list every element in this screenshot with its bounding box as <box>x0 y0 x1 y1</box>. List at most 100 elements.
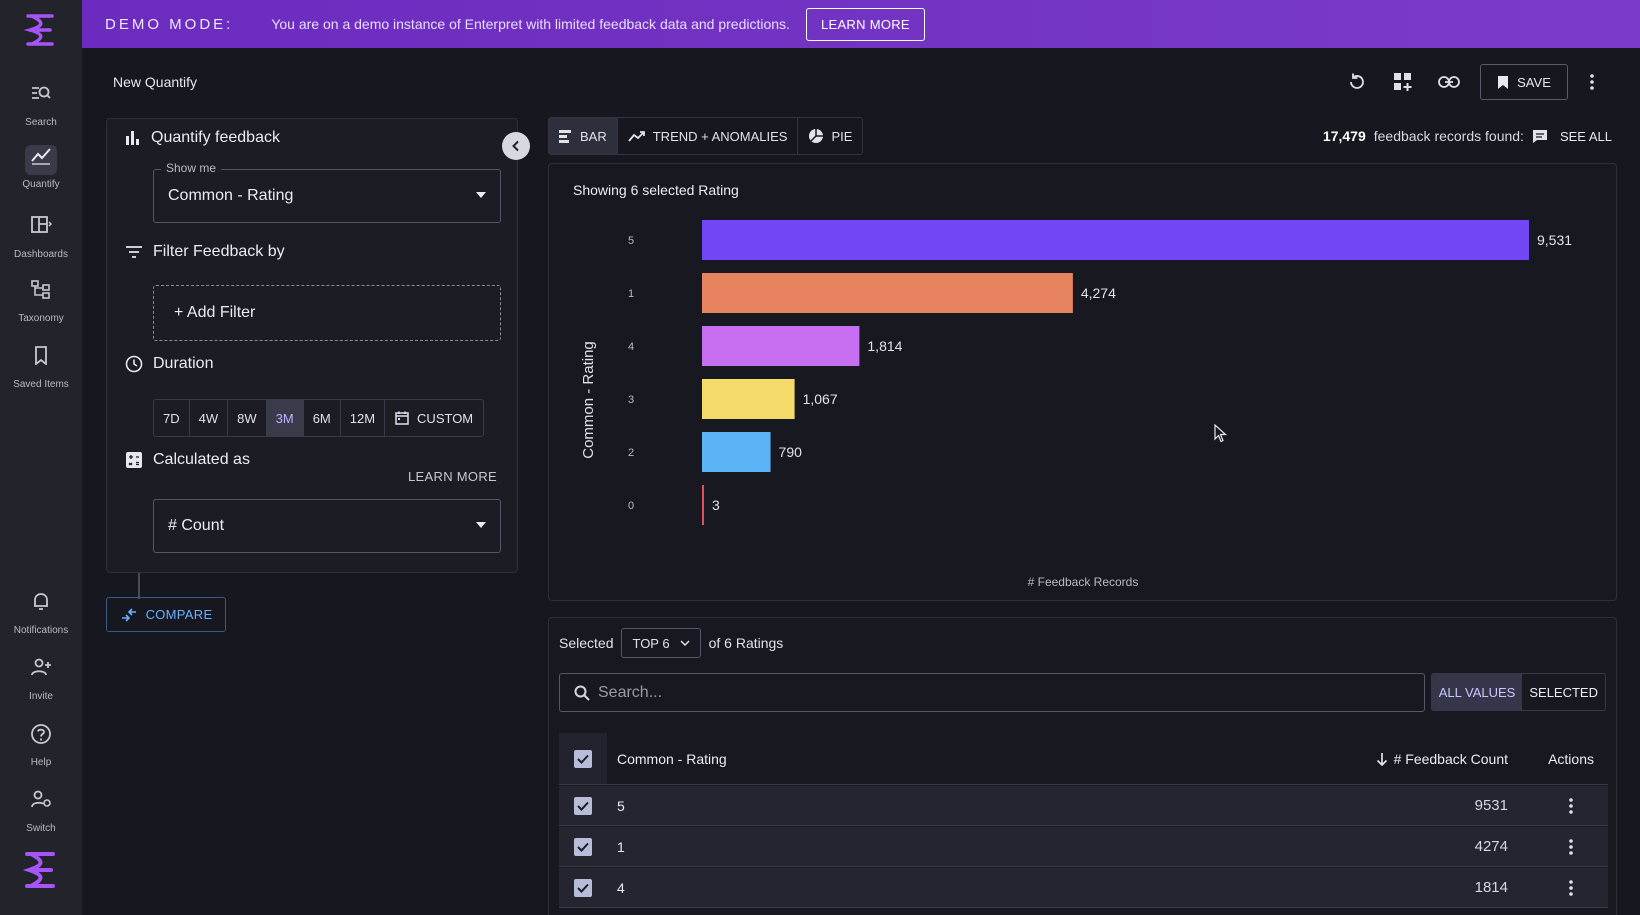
bar-chart-icon <box>126 131 139 145</box>
tab-trend-anomalies[interactable]: TREND + ANOMALIES <box>618 118 799 154</box>
table-row[interactable]: 5 9531 <box>559 786 1608 826</box>
search-placeholder: Search... <box>598 683 663 701</box>
help-icon <box>25 723 57 753</box>
check-icon <box>577 842 589 852</box>
row-rating: 5 <box>617 797 625 814</box>
table-row[interactable]: 4 1814 <box>559 868 1608 908</box>
column-actions: Actions <box>1548 750 1594 767</box>
duration-4w[interactable]: 4W <box>190 400 229 436</box>
chart-view-tabs: BAR TREND + ANOMALIES PIE <box>548 117 864 155</box>
enterpret-logo[interactable] <box>22 12 60 51</box>
bar-value-label: 790 <box>779 444 803 460</box>
enterpret-footer-logo <box>20 850 62 893</box>
bar-value-label: 9,531 <box>1537 232 1572 248</box>
all-values-toggle[interactable]: ALL VALUES <box>1431 674 1523 710</box>
bar-rating-0[interactable] <box>702 485 704 525</box>
collapse-panel-button[interactable] <box>502 132 530 160</box>
selected-toggle[interactable]: SELECTED <box>1529 684 1598 700</box>
quantify-heading: Quantify feedback <box>125 129 280 147</box>
bar-rating-1[interactable] <box>702 273 1073 313</box>
reset-icon[interactable] <box>1334 64 1380 100</box>
bar-value-label: 1,067 <box>803 391 838 407</box>
taxonomy-icon <box>25 279 57 309</box>
bookmark-icon <box>25 345 57 375</box>
row-checkbox[interactable] <box>574 837 592 856</box>
pie-icon <box>809 129 824 143</box>
bell-icon <box>25 591 57 621</box>
column-rating[interactable]: Common - Rating <box>617 750 727 767</box>
row-checkbox[interactable] <box>574 878 592 897</box>
caret-down-icon <box>476 522 486 528</box>
sidebar-item-label: Switch <box>26 823 56 834</box>
ratings-table-panel: Selected TOP 6 of 6 Ratings Search... AL… <box>548 617 1617 915</box>
calc-learn-more-link[interactable]: LEARN MORE <box>408 469 497 484</box>
sidebar-item-dashboards[interactable]: Dashboards <box>0 210 82 260</box>
row-checkbox[interactable] <box>574 796 592 815</box>
duration-6m[interactable]: 6M <box>304 400 341 436</box>
row-count: 9531 <box>1474 797 1508 814</box>
trend-icon <box>628 131 645 142</box>
quantify-config-panel: Quantify feedback Common - Rating Show m… <box>106 118 518 573</box>
sidebar-item-switch[interactable]: Switch <box>0 784 82 834</box>
filter-heading: Filter Feedback by <box>125 243 285 261</box>
duration-12m[interactable]: 12M <box>341 400 386 436</box>
compare-button[interactable]: COMPARE <box>106 597 226 632</box>
row-count: 1814 <box>1474 879 1508 896</box>
check-icon <box>577 801 589 811</box>
selected-label: Selected <box>559 635 614 651</box>
sidebar-item-label: Saved Items <box>13 379 69 390</box>
show-me-select[interactable]: Common - Rating <box>153 169 501 223</box>
tab-bar[interactable]: BAR <box>549 118 618 154</box>
sidebar-item-saved-items[interactable]: Saved Items <box>0 340 82 390</box>
bar-icon <box>559 129 571 143</box>
toolbar: SAVE <box>1334 64 1604 100</box>
table-row[interactable]: 1 4274 <box>559 827 1608 867</box>
bookmark-icon <box>1498 75 1509 89</box>
row-count: 4274 <box>1474 838 1508 855</box>
dashboard-icon <box>25 215 57 245</box>
sidebar-item-search[interactable]: Search <box>0 78 82 128</box>
link-icon[interactable] <box>1426 64 1472 100</box>
add-filter-button[interactable]: + Add Filter <box>153 285 501 341</box>
save-button[interactable]: SAVE <box>1480 64 1568 100</box>
compare-connector <box>138 573 140 599</box>
learn-more-button[interactable]: LEARN MORE <box>805 7 925 41</box>
sidebar-item-help[interactable]: Help <box>0 718 82 768</box>
tab-pie[interactable]: PIE <box>798 118 862 154</box>
bar-rating-5[interactable] <box>702 220 1529 260</box>
add-to-dashboard-icon[interactable] <box>1380 64 1426 100</box>
more-options-icon[interactable] <box>1580 64 1604 100</box>
page-title: New Quantify <box>113 74 198 90</box>
row-actions-icon[interactable] <box>1528 797 1608 815</box>
duration-7d[interactable]: 7D <box>154 400 190 436</box>
search-input[interactable]: Search... <box>559 673 1425 712</box>
calculator-icon <box>126 452 142 468</box>
calculated-as-select[interactable]: # Count <box>153 499 501 553</box>
row-rating: 1 <box>617 838 625 855</box>
duration-3m[interactable]: 3M <box>266 400 304 436</box>
row-actions-icon[interactable] <box>1528 879 1608 897</box>
row-actions-icon[interactable] <box>1528 838 1608 856</box>
sidebar-item-taxonomy[interactable]: Taxonomy <box>0 274 82 324</box>
select-all-checkbox[interactable] <box>574 749 592 768</box>
y-tick-label: 3 <box>628 394 634 406</box>
duration-heading: Duration <box>125 355 213 373</box>
chevron-left-icon <box>512 140 519 152</box>
sidebar-item-notifications[interactable]: Notifications <box>0 586 82 636</box>
sidebar-item-quantify[interactable]: Quantify <box>0 140 82 190</box>
filter-icon <box>126 246 142 258</box>
bar-rating-3[interactable] <box>702 379 795 419</box>
table-header: Common - Rating # Feedback Count Actions <box>559 733 1608 785</box>
duration-8w[interactable]: 8W <box>228 400 267 436</box>
top-n-select[interactable]: TOP 6 <box>621 628 701 658</box>
demo-mode-banner: DEMO MODE: You are on a demo instance of… <box>82 0 1640 48</box>
column-feedback-count[interactable]: # Feedback Count <box>1376 751 1508 767</box>
bar-rating-2[interactable] <box>702 432 771 472</box>
see-all-link[interactable]: SEE ALL <box>1559 128 1612 144</box>
duration-custom[interactable]: CUSTOM <box>385 400 483 436</box>
bar-rating-4[interactable] <box>702 326 860 366</box>
records-found: 17,479 feedback records found: SEE ALL <box>1323 128 1612 144</box>
values-toggle: ALL VALUES SELECTED <box>1430 673 1606 711</box>
search-icon <box>25 83 57 113</box>
sidebar-item-invite[interactable]: Invite <box>0 652 82 702</box>
